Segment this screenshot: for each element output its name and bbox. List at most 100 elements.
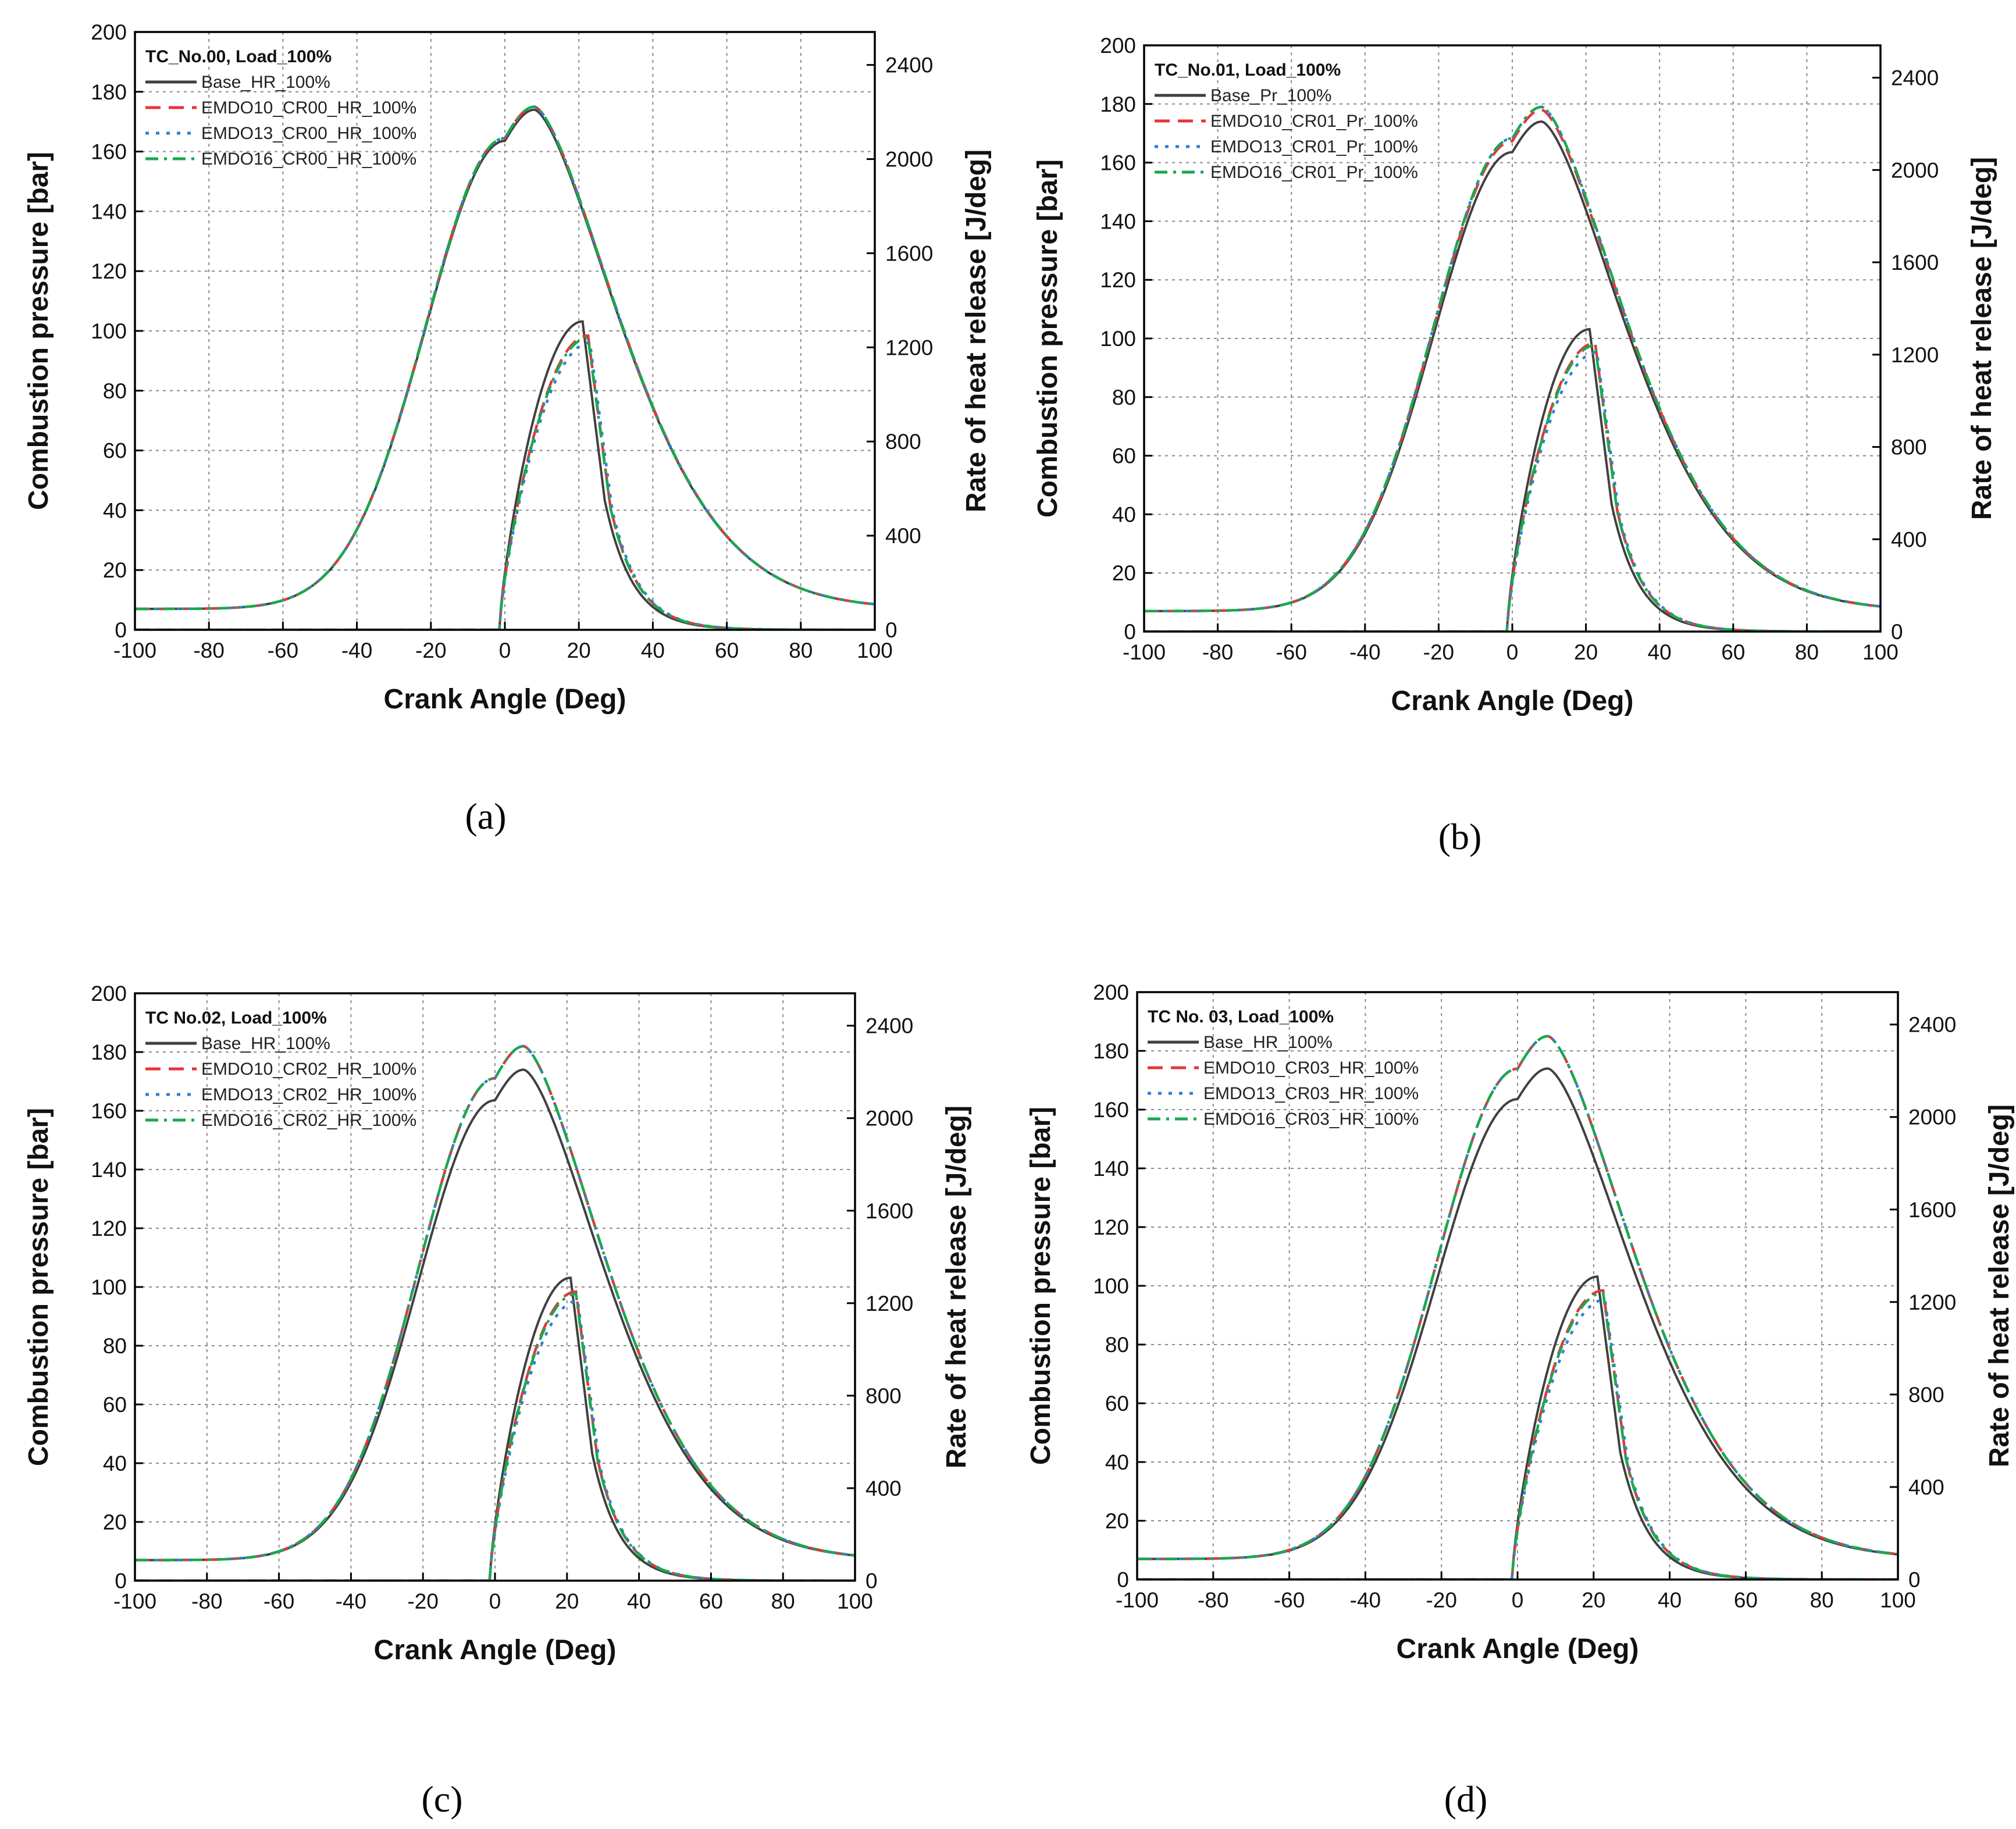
x-axis-label: Crank Angle (Deg) [1397, 1634, 1639, 1664]
y2-axis-label: Rate of heat release [J/deg] [961, 149, 992, 512]
y2-tick-label: 2000 [1908, 1106, 1956, 1129]
legend-entry: EMDO10_CR03_HR_100% [1203, 1058, 1419, 1078]
x-tick-label: -20 [1426, 1588, 1456, 1612]
chart-panel-4: -100 -80 -60 -40 -20 0 20 40 60 80 100020406080100… [1025, 981, 2015, 1820]
chart-panel-2: -100 -80 -60 -40 -20 0 20 40 60 80 100020406080100… [1032, 34, 1997, 857]
y-tick-label: 20 [103, 1510, 127, 1534]
y-tick-label: 100 [1093, 1274, 1129, 1298]
x-tick-label: 60 [1734, 1588, 1758, 1612]
y-tick-label: 40 [1105, 1450, 1129, 1474]
y2-tick-label: 0 [1908, 1568, 1921, 1592]
x-tick-label: -40 [336, 1589, 366, 1613]
x-tick-label: 100 [1880, 1588, 1916, 1612]
y-tick-label: 200 [1093, 981, 1129, 1004]
legend-entry: EMDO16_CR01_Pr_100% [1210, 163, 1418, 182]
y2-tick-label: 1600 [865, 1199, 913, 1223]
y-tick-label: 60 [1112, 444, 1136, 468]
legend-entry: EMDO16_CR02_HR_100% [201, 1111, 416, 1130]
y-tick-label: 100 [91, 1275, 127, 1299]
y-tick-label: 40 [103, 1452, 127, 1475]
x-axis-label: Crank Angle (Deg) [374, 1635, 617, 1666]
legend-entry: EMDO10_CR02_HR_100% [201, 1060, 416, 1079]
y2-tick-label: 1600 [1891, 251, 1939, 274]
y-tick-label: 60 [1105, 1392, 1129, 1416]
x-tick-label: 80 [1810, 1588, 1834, 1612]
pressure-line-dashdot [135, 1044, 855, 1561]
y-tick-label: 100 [1100, 327, 1136, 351]
y2-axis-label: Rate of heat release [J/deg] [941, 1106, 972, 1468]
legend-entry: Base_HR_100% [1203, 1033, 1333, 1052]
x-tick-label: 80 [789, 639, 813, 662]
x-tick-label: -40 [1349, 640, 1380, 664]
x-tick-label: 0 [499, 639, 511, 662]
y2-axis-label: Rate of heat release [J/deg] [1984, 1104, 2015, 1467]
pressure-line-dashdot [1137, 1035, 1898, 1560]
x-tick-label: -20 [415, 639, 446, 662]
x-tick-label: 0 [489, 1589, 501, 1613]
y-tick-label: 60 [103, 1393, 127, 1417]
y-tick-label: 60 [103, 439, 127, 463]
y2-tick-label: 800 [885, 430, 921, 454]
legend-entry: Base_HR_100% [201, 1034, 330, 1053]
y-tick-label: 180 [1093, 1039, 1129, 1063]
panel-label: (b) [1438, 816, 1482, 857]
x-tick-label: -100 [1123, 640, 1166, 664]
y-tick-label: 20 [1112, 561, 1136, 585]
y2-tick-label: 2400 [865, 1014, 913, 1038]
y-tick-label: 200 [91, 20, 127, 44]
legend-entry: EMDO10_CR01_Pr_100% [1210, 112, 1418, 131]
x-tick-label: 20 [1582, 1588, 1605, 1612]
x-tick-label: 100 [1862, 640, 1899, 664]
legend-entry: Base_HR_100% [201, 73, 330, 92]
y2-tick-label: 2000 [865, 1107, 913, 1131]
y-tick-label: 180 [91, 80, 127, 104]
legend-entry: EMDO16_CR00_HR_100% [201, 149, 416, 169]
y2-tick-label: 1200 [885, 336, 933, 359]
pressure-line-dashdot [1144, 105, 1880, 612]
heat-release-line-dashed [1137, 1289, 1898, 1580]
pressure-line-dashed [1144, 108, 1880, 612]
y2-tick-label: 2400 [885, 54, 933, 77]
chart-panel-3: -100 -80 -60 -40 -20 0 20 40 60 80 100020406080100… [23, 982, 972, 1820]
x-tick-label: 20 [567, 639, 591, 662]
y-tick-label: 180 [91, 1040, 127, 1064]
y-tick-label: 120 [1100, 268, 1136, 292]
y-tick-label: 180 [1100, 92, 1136, 116]
panel-label: (d) [1444, 1778, 1488, 1820]
x-tick-label: -60 [1276, 640, 1306, 664]
y-tick-label: 0 [115, 618, 127, 642]
y2-tick-label: 800 [1908, 1383, 1944, 1407]
y-tick-label: 20 [103, 558, 127, 582]
y-axis-label: Combustion pressure [bar] [23, 152, 54, 510]
pressure-line-dotted [135, 105, 875, 611]
x-tick-label: 80 [1795, 640, 1819, 664]
y-tick-label: 80 [103, 1334, 127, 1358]
x-tick-label: 100 [857, 639, 893, 662]
x-tick-label: 0 [1506, 640, 1519, 664]
x-tick-label: -80 [1198, 1588, 1228, 1612]
pressure-line-dotted [135, 1044, 855, 1561]
y2-tick-label: 1200 [1908, 1290, 1956, 1314]
x-tick-label: 40 [1658, 1588, 1682, 1612]
y-axis-label: Combustion pressure [bar] [23, 1108, 54, 1466]
y-tick-label: 200 [91, 982, 127, 1006]
chart-title: TC No. 03, Load_100% [1148, 1007, 1334, 1026]
x-axis-label: Crank Angle (Deg) [1391, 686, 1634, 716]
x-tick-label: 40 [627, 1589, 651, 1613]
x-tick-label: -80 [191, 1589, 222, 1613]
panel-label: (a) [465, 796, 506, 837]
y2-tick-label: 400 [1908, 1475, 1944, 1499]
y-tick-label: 140 [1100, 209, 1136, 233]
y2-tick-label: 800 [1891, 436, 1927, 459]
x-tick-label: -60 [263, 1589, 294, 1613]
y-tick-label: 80 [1105, 1333, 1129, 1357]
x-tick-label: -40 [341, 639, 372, 662]
y2-tick-label: 1600 [1908, 1198, 1956, 1222]
x-tick-label: 80 [771, 1589, 795, 1613]
legend-entry: EMDO13_CR03_HR_100% [1203, 1084, 1419, 1103]
y-tick-label: 40 [1112, 502, 1136, 526]
y-tick-label: 80 [103, 379, 127, 403]
y2-tick-label: 400 [865, 1477, 902, 1500]
y-tick-label: 140 [91, 199, 127, 223]
